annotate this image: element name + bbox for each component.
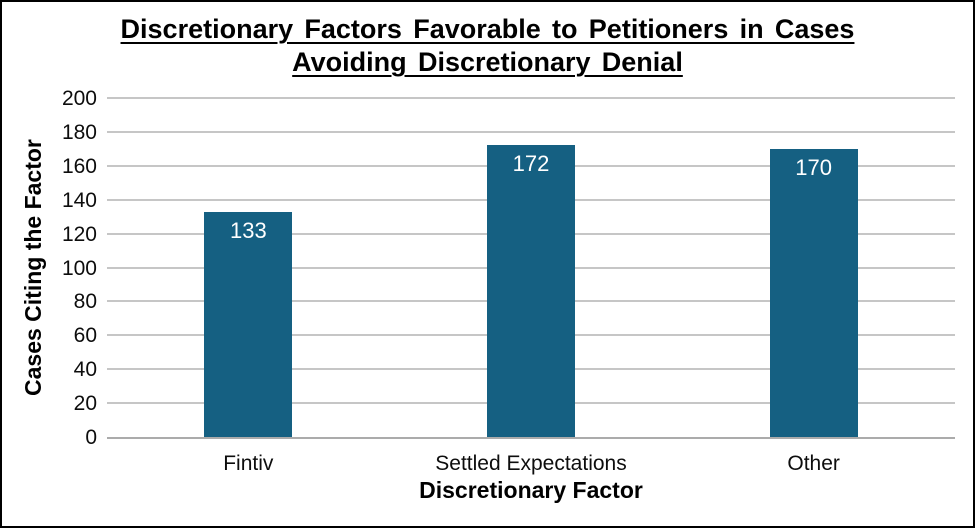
x-axis-category-label-other: Other xyxy=(787,452,840,475)
chart-title-line-2: Avoiding Discretionary Denial xyxy=(292,47,683,77)
x-axis-category-label-settled-expectations: Settled Expectations xyxy=(435,452,627,475)
bar-other: 170 xyxy=(769,148,858,437)
bar-data-label-settled-expectations: 172 xyxy=(512,151,550,177)
y-axis-tick-label-160: 160 xyxy=(61,154,97,178)
bar-settled-expectations: 172 xyxy=(487,145,575,437)
gridline-180 xyxy=(107,130,955,133)
plot-area: 133 172 170 xyxy=(107,97,955,439)
gridline-200 xyxy=(107,97,955,99)
y-axis-tick-label-0: 0 xyxy=(85,426,97,449)
x-axis-category-label-fintiv: Fintiv xyxy=(223,452,274,475)
chart-title: Discretionary Factors Favorable to Petit… xyxy=(2,13,973,79)
y-axis-tick-label-120: 120 xyxy=(61,222,97,246)
bar-fintiv: 133 xyxy=(204,211,293,437)
y-axis-tick-label-40: 40 xyxy=(73,358,97,382)
y-axis-tick-label-100: 100 xyxy=(61,256,97,280)
bar-data-label-other: 170 xyxy=(795,154,833,180)
y-axis-tick-label-140: 140 xyxy=(61,188,97,212)
bar-data-label-fintiv: 133 xyxy=(229,217,267,243)
y-axis-tick-label-80: 80 xyxy=(73,290,97,314)
chart-title-line-1: Discretionary Factors Favorable to Petit… xyxy=(120,14,855,44)
x-axis-title: Discretionary Factor xyxy=(419,477,643,503)
y-axis-tick-label-180: 180 xyxy=(61,120,97,144)
y-axis-tick-label-200: 200 xyxy=(61,87,97,110)
y-axis-tick-label-60: 60 xyxy=(73,324,97,348)
y-axis-tick-label-20: 20 xyxy=(73,392,97,416)
